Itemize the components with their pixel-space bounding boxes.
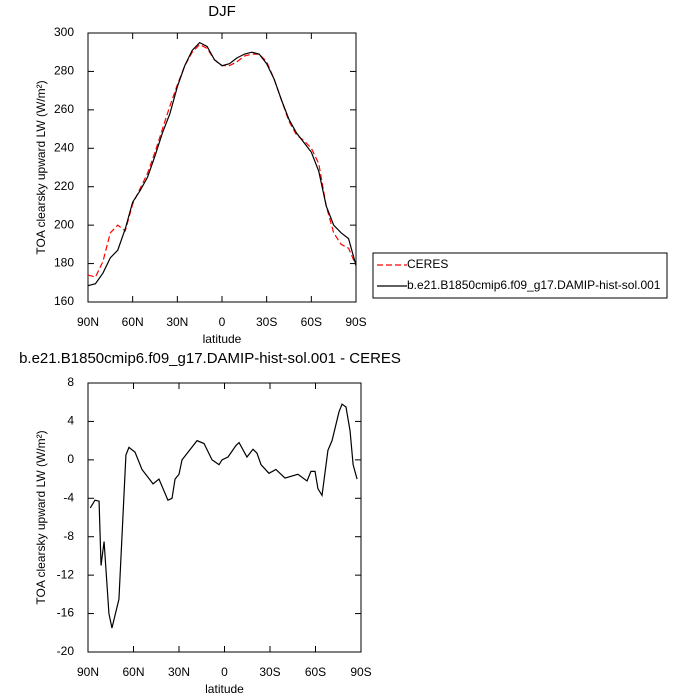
y-tick-label: 280 [54, 64, 74, 78]
x-tick-label: 60N [122, 665, 144, 679]
y-tick-label: 260 [54, 102, 74, 116]
y-tick-label: 200 [54, 217, 74, 231]
plot-frame [87, 32, 357, 303]
x-tick-label: 30N [166, 315, 188, 329]
chart-title: b.e21.B1850cmip6.f09_g17.DAMIP-hist-sol.… [19, 350, 401, 367]
y-axis-label: TOA clearsky upward LW (W/m²) [34, 430, 48, 604]
y-tick-label: -16 [57, 606, 75, 620]
y-tick-label: -20 [57, 644, 75, 658]
plot-frame [87, 382, 362, 653]
x-tick-label: 0 [221, 665, 228, 679]
x-tick-label: 90S [350, 665, 371, 679]
legend-label: b.e21.B1850cmip6.f09_g17.DAMIP-hist-sol.… [407, 278, 661, 292]
x-tick-label: 30S [256, 315, 277, 329]
y-tick-label: -4 [63, 490, 74, 504]
legend-box [372, 252, 668, 299]
chart-title: DJF [208, 3, 236, 20]
x-tick-label: 90N [77, 315, 99, 329]
y-tick-label: 220 [54, 179, 74, 193]
y-tick-label: 160 [54, 294, 74, 308]
y-tick-label: 240 [54, 140, 74, 154]
x-axis-label: latitude [205, 682, 244, 696]
data-line [89, 403, 358, 629]
y-tick-label: 4 [67, 414, 74, 428]
x-tick-label: 60N [122, 315, 144, 329]
legend-label: CERES [407, 257, 448, 271]
data-line [87, 41, 357, 287]
x-tick-label: 30S [259, 665, 280, 679]
x-tick-label: 90N [77, 665, 99, 679]
x-tick-label: 60S [305, 665, 326, 679]
x-tick-label: 0 [219, 315, 226, 329]
data-line [87, 43, 357, 278]
y-tick-label: 300 [54, 25, 74, 39]
x-tick-label: 90S [345, 315, 366, 329]
y-tick-label: -12 [57, 567, 75, 581]
y-tick-label: -8 [63, 529, 74, 543]
y-tick-label: 180 [54, 256, 74, 270]
y-tick-label: 0 [67, 452, 74, 466]
x-tick-label: 30N [168, 665, 190, 679]
x-tick-label: 60S [301, 315, 322, 329]
x-axis-label: latitude [203, 332, 242, 346]
y-axis-label: TOA clearsky upward LW (W/m²) [34, 80, 48, 254]
y-tick-label: 8 [67, 375, 74, 389]
